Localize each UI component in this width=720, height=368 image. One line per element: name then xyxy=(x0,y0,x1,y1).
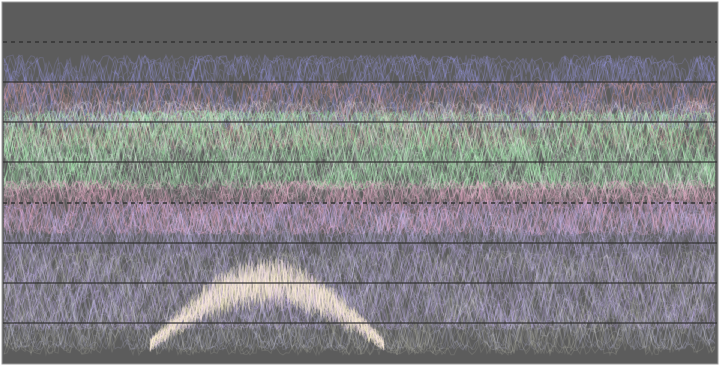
waveform-trace xyxy=(3,248,716,357)
waveform-trace xyxy=(3,248,716,356)
waveform-trace xyxy=(3,55,716,131)
waveform-trace xyxy=(149,260,385,347)
waveform-trace xyxy=(3,98,716,200)
waveform-trace xyxy=(149,263,385,349)
waveform-traces xyxy=(3,53,716,357)
graticule xyxy=(3,41,717,324)
waveform-trace xyxy=(3,99,716,200)
waveform-trace xyxy=(3,208,716,352)
waveform-trace xyxy=(3,211,716,351)
waveform-trace xyxy=(3,248,716,356)
waveform-trace xyxy=(3,209,716,351)
waveform-trace xyxy=(3,248,716,356)
waveform-trace xyxy=(3,98,716,201)
waveform-trace xyxy=(3,98,716,199)
waveform-trace xyxy=(3,99,716,202)
waveform-trace xyxy=(3,250,716,356)
waveform-trace xyxy=(3,208,716,347)
waveform-trace xyxy=(3,98,716,200)
waveform-trace xyxy=(149,261,385,351)
waveform-trace xyxy=(3,98,716,201)
waveform-trace xyxy=(3,179,716,236)
waveform-trace xyxy=(3,249,716,356)
waveform-trace xyxy=(149,260,385,351)
waveform-trace xyxy=(3,208,716,349)
waveform-trace xyxy=(3,99,716,201)
waveform-trace xyxy=(3,249,716,355)
waveform-trace xyxy=(3,248,716,354)
waveform-trace xyxy=(149,263,384,349)
